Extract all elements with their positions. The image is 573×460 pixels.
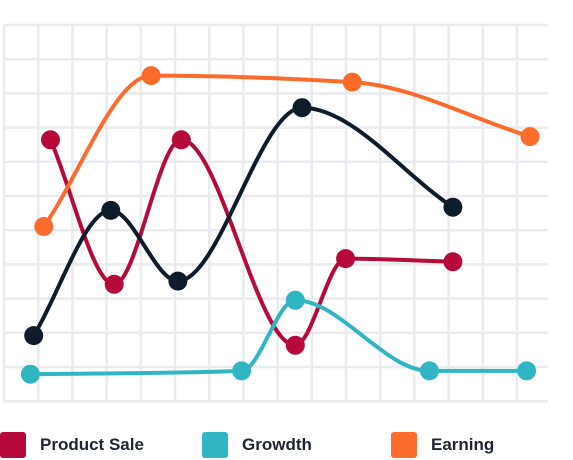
data-point-series-4-5: [443, 197, 463, 217]
data-point-product-sale-4: [285, 335, 305, 355]
data-point-growdth-2: [232, 361, 252, 381]
data-point-earning-4: [520, 127, 540, 147]
legend-label-product-sale: Product Sale: [40, 435, 144, 454]
data-point-series-4-3: [168, 271, 188, 291]
series-line-earning: [41, 73, 532, 229]
data-point-product-sale-3: [171, 130, 191, 150]
data-point-product-sale-2: [104, 274, 124, 294]
data-point-product-sale-1: [41, 130, 60, 150]
data-point-earning-3: [342, 72, 362, 92]
data-point-product-sale-5: [336, 249, 356, 269]
data-point-series-4-2: [101, 200, 121, 220]
data-point-earning-1: [34, 217, 54, 236]
data-point-product-sale-6: [443, 252, 463, 272]
legend-item-earning: Earning: [391, 432, 494, 458]
series-lines: [28, 73, 532, 377]
data-point-growdth-5: [517, 361, 537, 381]
data-point-earning-2: [141, 66, 161, 86]
data-point-growdth-3: [285, 290, 305, 310]
legend-item-product-sale: Product Sale: [0, 432, 144, 458]
series-line-series-4: [31, 105, 455, 338]
grid: [2, 23, 548, 403]
data-point-growdth-4: [419, 361, 439, 381]
data-point-growdth-1: [20, 364, 40, 384]
legend-label-earning: Earning: [431, 435, 495, 454]
legend-label-growdth: Growdth: [242, 435, 312, 454]
legend-swatch-product-sale: [0, 432, 26, 458]
series-points: [20, 66, 540, 384]
data-point-series-4-4: [292, 98, 312, 118]
legend-item-growdth: Growdth: [202, 432, 312, 458]
legend: Product Sale Growdth Earning: [0, 432, 573, 460]
legend-swatch-growdth: [202, 432, 228, 458]
data-point-series-4-1: [24, 326, 44, 346]
legend-swatch-earning: [391, 432, 417, 458]
